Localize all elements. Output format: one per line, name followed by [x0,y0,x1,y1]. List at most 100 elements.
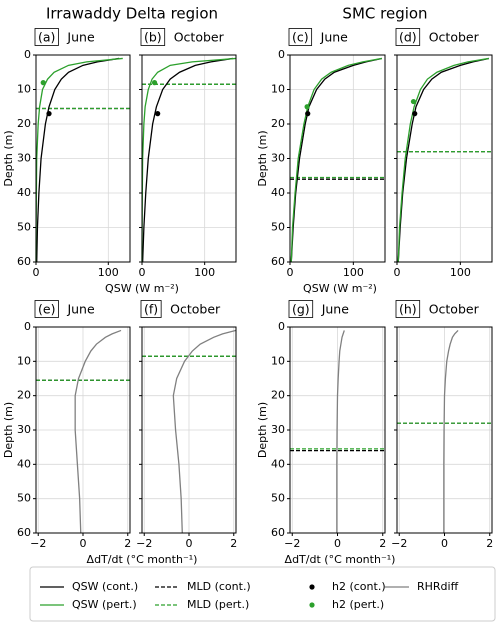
profile-line [290,57,382,263]
axes-frame [289,326,386,534]
h2-point [305,111,311,117]
panel-label-box [395,300,421,318]
y-tick-label: 20 [17,389,31,402]
h2-point [46,111,52,117]
x-axis-label: ΔdT/dt (°C month⁻¹) [285,553,396,566]
y-tick-label: 20 [271,117,285,130]
legend-label: h2 (cont.) [332,580,386,593]
h2-point [304,104,310,110]
x-tick-label: 100 [450,266,471,279]
x-tick-label: 0 [287,266,294,279]
legend-label: MLD (cont.) [187,580,251,593]
panel-label: (e) [38,302,55,317]
h2-point [155,111,161,117]
x-tick-label: 0 [139,266,146,279]
profile-line [443,329,459,533]
y-tick-label: 0 [278,320,285,333]
y-tick-label: 50 [17,221,31,234]
axes-frame [141,54,237,263]
axes-frame [396,54,493,263]
region-title: SMC region [342,5,427,23]
panel-label: (a) [38,30,55,45]
legend-label: QSW (cont.) [72,580,138,593]
panel-label-box [34,28,59,46]
y-tick-label: 10 [17,83,31,96]
x-tick-label: 100 [343,266,364,279]
h2-point [410,98,417,105]
legend-label: QSW (pert.) [72,598,137,611]
x-tick-label: −2 [30,537,46,550]
panel-label-box [140,28,166,46]
profile-line [397,57,489,263]
axes-frame [35,54,131,263]
x-tick-label: 2 [124,537,131,550]
y-tick-label: 60 [17,526,31,539]
panel-label: (c) [292,30,309,45]
panel-label-box [288,300,314,318]
legend-marker [309,584,315,590]
legend-marker [309,602,315,608]
y-tick-label: 40 [17,457,31,470]
legend-label: RHRdiff [417,580,459,593]
y-tick-label: 40 [271,186,285,199]
profile-line [141,57,233,263]
x-axis-label: ΔdT/dt (°C month⁻¹) [87,553,198,566]
panel-title: October [170,302,221,317]
panel-title: October [429,30,480,45]
y-tick-label: 20 [271,389,285,402]
panel-title: June [320,30,349,45]
y-tick-label: 10 [271,354,285,367]
x-tick-label: 100 [194,266,215,279]
panel-label: (g) [292,302,310,317]
x-axis-label: QSW (W m⁻²) [105,282,179,295]
panel-label: (b) [144,30,162,45]
axes-frame [289,54,386,263]
profile-line [336,330,345,533]
y-axis-label: Depth (m) [2,402,15,458]
y-tick-label: 40 [271,457,285,470]
profile-line [36,57,120,263]
axes-frame [396,326,493,534]
panel-label-box [288,28,313,46]
panel-label: (h) [399,302,417,317]
profile-line [35,57,123,263]
profile-line [290,57,382,263]
profile-line [397,57,489,263]
axes-frame [141,326,237,534]
legend-label: h2 (pert.) [332,598,384,611]
axes-frame [35,326,131,534]
panel-label: (d) [399,30,417,45]
y-tick-label: 50 [17,492,31,505]
h2-point [151,80,158,86]
panel-label-box [34,300,59,318]
x-tick-label: 0 [80,537,87,550]
y-tick-label: 30 [271,152,285,165]
x-tick-label: −2 [136,537,152,550]
y-tick-label: 0 [278,48,285,61]
y-tick-label: 20 [17,117,31,130]
x-axis-label: QSW (W m⁻²) [303,282,377,295]
y-tick-label: 50 [271,492,285,505]
x-tick-label: 2 [379,537,386,550]
y-tick-label: 30 [17,423,31,436]
y-tick-label: 10 [271,83,285,96]
y-tick-label: 40 [17,186,31,199]
panel-label: (f) [144,302,158,317]
profile-line [172,329,237,534]
x-tick-label: 0 [441,537,448,550]
region-title: Irrawaddy Delta region [46,5,218,23]
h2-point [412,111,418,117]
panel-title: October [429,302,480,317]
y-axis-label: Depth (m) [256,130,269,186]
panel-title: June [66,302,95,317]
y-tick-label: 60 [271,526,285,539]
panel-label-box [395,28,421,46]
x-tick-label: 2 [230,537,237,550]
y-tick-label: 10 [17,354,31,367]
y-tick-label: 60 [17,255,31,268]
x-tick-label: 0 [394,266,401,279]
y-tick-label: 50 [271,221,285,234]
profile-line [74,329,122,534]
y-tick-label: 30 [17,152,31,165]
